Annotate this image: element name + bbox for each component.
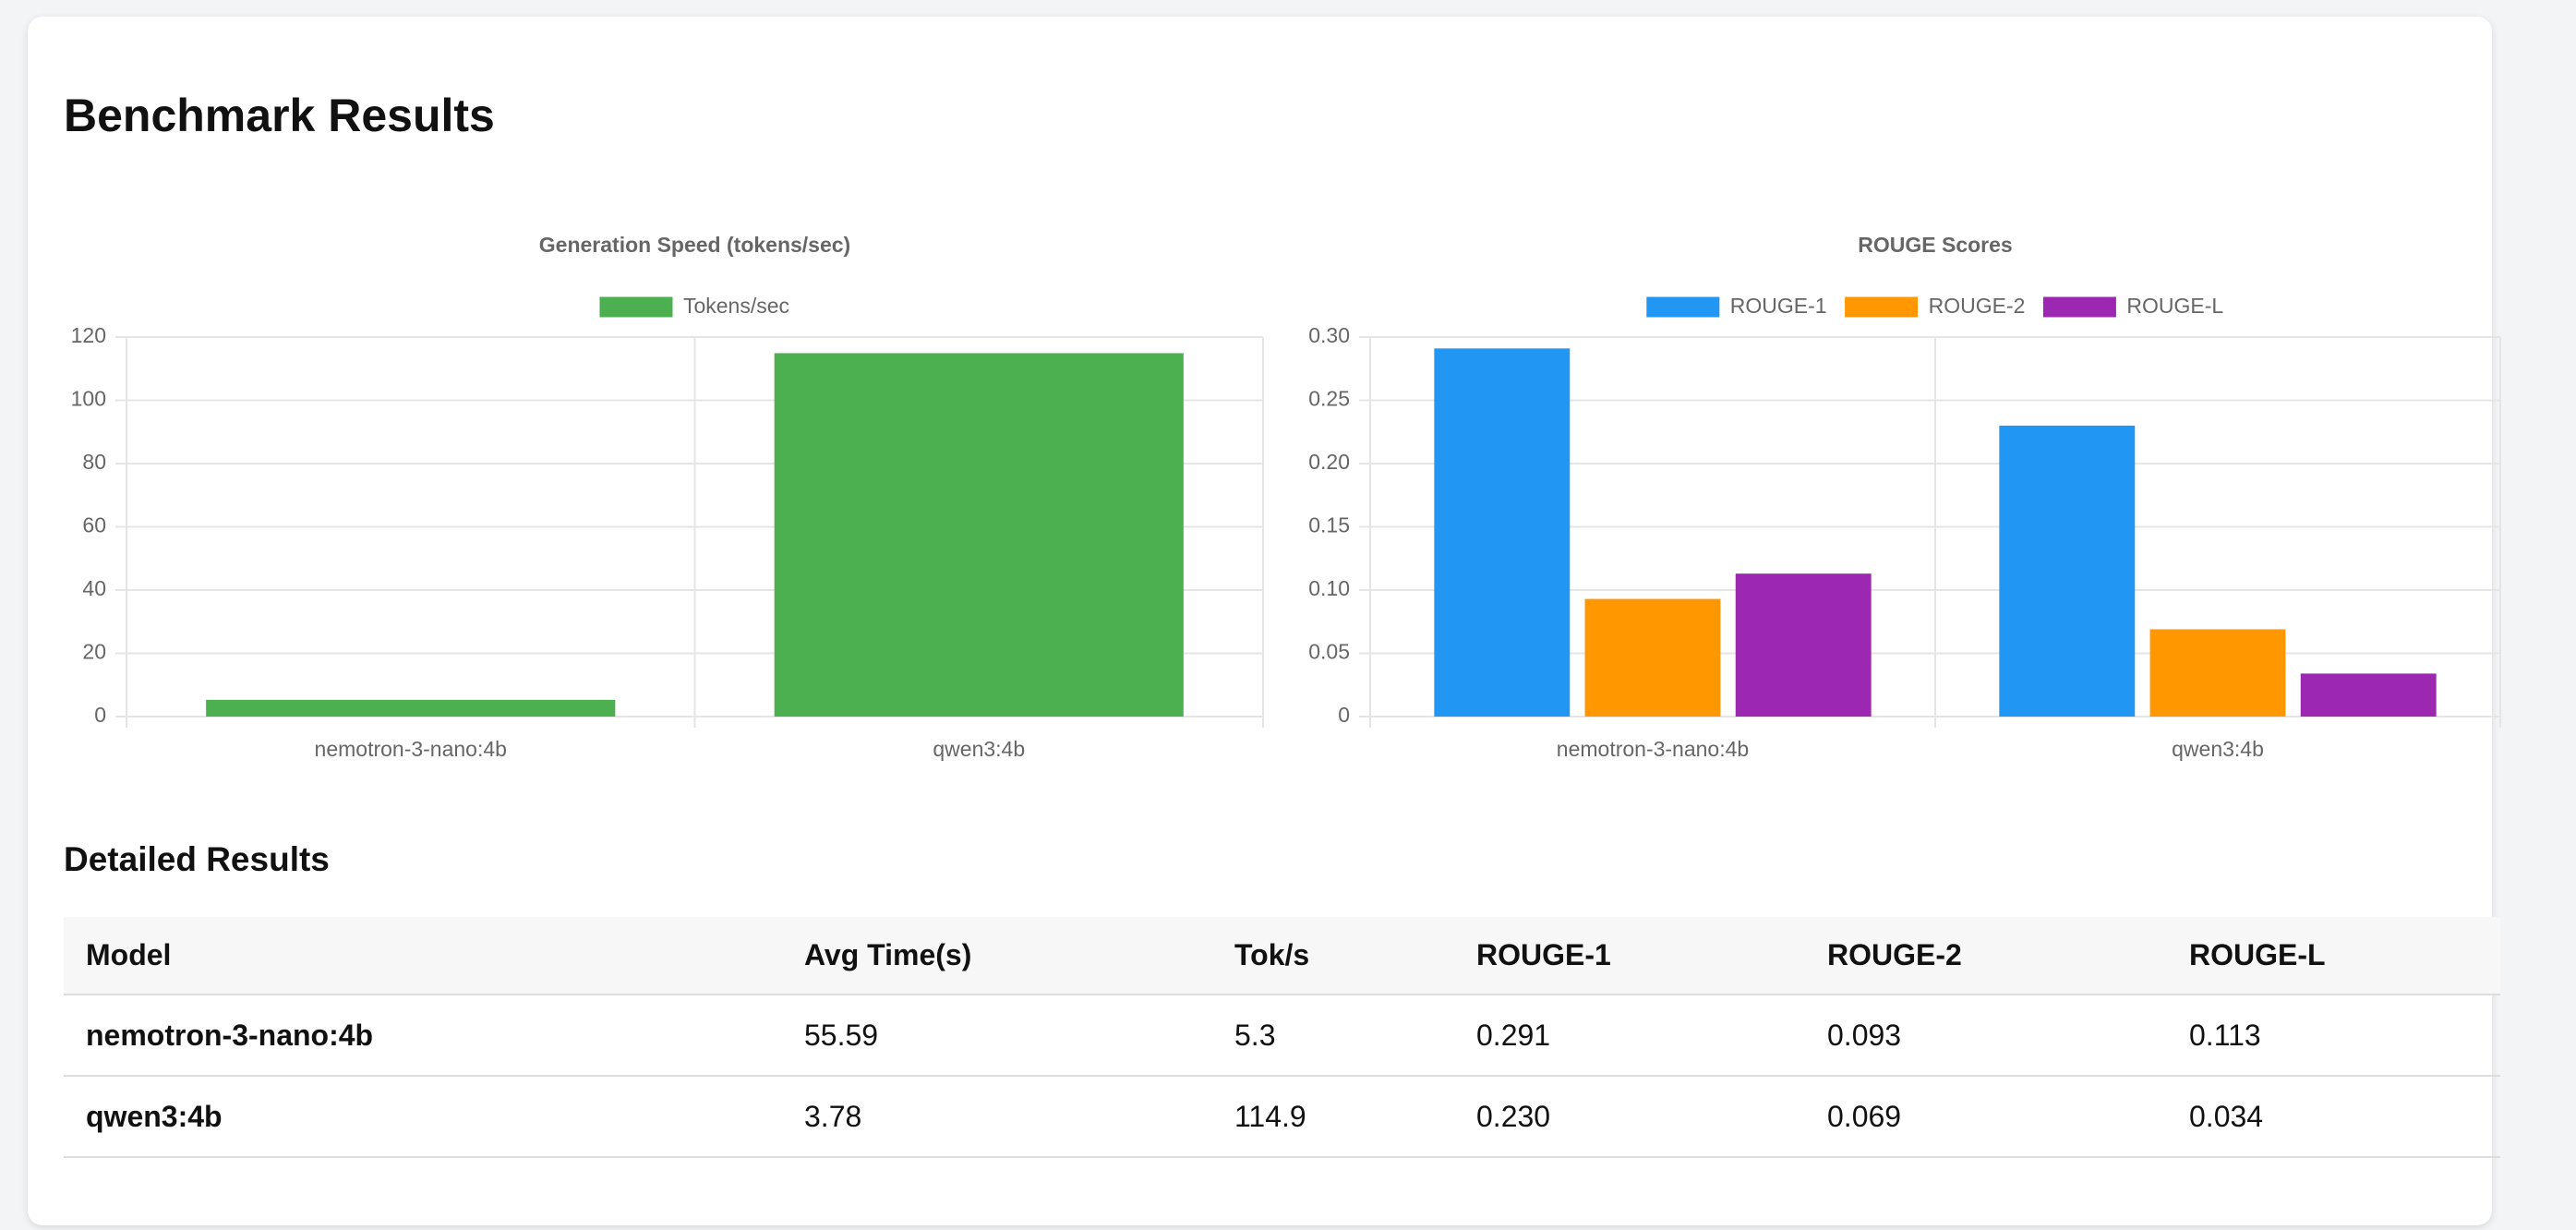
legend-label: ROUGE-L xyxy=(2126,294,2223,318)
table-cell: 0.093 xyxy=(1805,995,2167,1077)
y-tick-label: 0.20 xyxy=(1308,450,1350,474)
results-table: Model Avg Time(s) Tok/s ROUGE-1 ROUGE-2 ROUGE… xyxy=(64,917,2500,1158)
chart-title: ROUGE Scores xyxy=(1858,233,2012,257)
x-tick-label: nemotron-3-nano:4b xyxy=(315,737,507,761)
column-header: ROUGE-L xyxy=(2167,917,2500,995)
y-tick-label: 100 xyxy=(71,387,106,411)
table-title: Detailed Results xyxy=(64,840,330,878)
table-cell: 0.113 xyxy=(2167,995,2500,1077)
y-tick-label: 0.05 xyxy=(1308,640,1350,664)
column-header: Tok/s xyxy=(1212,917,1454,995)
legend: Tokens/sec xyxy=(599,294,789,318)
bar xyxy=(774,353,1184,717)
x-tick-label: nemotron-3-nano:4b xyxy=(1557,737,1749,761)
bar xyxy=(1999,425,2136,717)
column-header: Model xyxy=(64,917,782,995)
page-title: Benchmark Results xyxy=(64,90,495,141)
table-head: Model Avg Time(s) Tok/s ROUGE-1 ROUGE-2 ROUGE… xyxy=(64,917,2500,995)
bar xyxy=(1735,573,1872,717)
y-tick-label: 0 xyxy=(1338,703,1350,727)
table-cell: nemotron-3-nano:4b xyxy=(64,995,782,1077)
legend-swatch xyxy=(1845,296,1919,318)
y-tick-label: 80 xyxy=(82,450,106,474)
legend-label: ROUGE-2 xyxy=(1929,294,2026,318)
bar xyxy=(1584,598,1721,717)
bar xyxy=(1434,348,1571,717)
y-tick-label: 0.10 xyxy=(1308,576,1350,600)
table-cell: 3.78 xyxy=(782,1076,1212,1158)
y-tick-label: 40 xyxy=(82,576,106,600)
header-row: Model Avg Time(s) Tok/s ROUGE-1 ROUGE-2 ROUGE… xyxy=(64,917,2500,995)
table-cell: 0.230 xyxy=(1454,1076,1805,1158)
legend-label: ROUGE-1 xyxy=(1730,294,1827,318)
y-tick-label: 0 xyxy=(94,703,106,727)
y-tick-label: 60 xyxy=(82,513,106,537)
bar xyxy=(2149,629,2286,717)
column-header: ROUGE-1 xyxy=(1454,917,1805,995)
table-cell: 5.3 xyxy=(1212,995,1454,1077)
y-tick-label: 20 xyxy=(82,640,106,664)
y-tick-label: 120 xyxy=(71,323,106,347)
legend-swatch xyxy=(599,296,673,318)
table-cell: 0.069 xyxy=(1805,1076,2167,1158)
y-tick-label: 0.15 xyxy=(1308,513,1350,537)
column-header: ROUGE-2 xyxy=(1805,917,2167,995)
table-cell: 0.034 xyxy=(2167,1076,2500,1158)
legend: ROUGE-1 ROUGE-2 ROUGE-L xyxy=(1646,294,2223,318)
table-cell: 0.291 xyxy=(1454,995,1805,1077)
y-tick-label: 0.25 xyxy=(1308,387,1350,411)
y-tick-label: 0.30 xyxy=(1308,323,1350,347)
table-cell: 55.59 xyxy=(782,995,1212,1077)
x-tick-label: qwen3:4b xyxy=(933,737,1025,761)
bar xyxy=(206,699,616,717)
charts: Generation Speed (tokens/sec) Tokens/sec 0… xyxy=(71,233,2501,761)
table-cell: qwen3:4b xyxy=(64,1076,782,1158)
column-header: Avg Time(s) xyxy=(782,917,1212,995)
bar xyxy=(2300,673,2437,717)
x-tick-label: qwen3:4b xyxy=(2172,737,2264,761)
table-body: nemotron-3-nano:4b 55.59 5.3 0.291 0.093 0.11… xyxy=(64,995,2500,1158)
chart-title: Generation Speed (tokens/sec) xyxy=(539,233,850,257)
legend-swatch xyxy=(1646,296,1720,318)
legend-label: Tokens/sec xyxy=(683,294,789,318)
table-row: nemotron-3-nano:4b 55.59 5.3 0.291 0.093 0.11… xyxy=(64,995,2500,1077)
table-cell: 114.9 xyxy=(1212,1076,1454,1158)
legend-swatch xyxy=(2042,296,2116,318)
table-row: qwen3:4b 3.78 114.9 0.230 0.069 0.034 xyxy=(64,1076,2500,1158)
